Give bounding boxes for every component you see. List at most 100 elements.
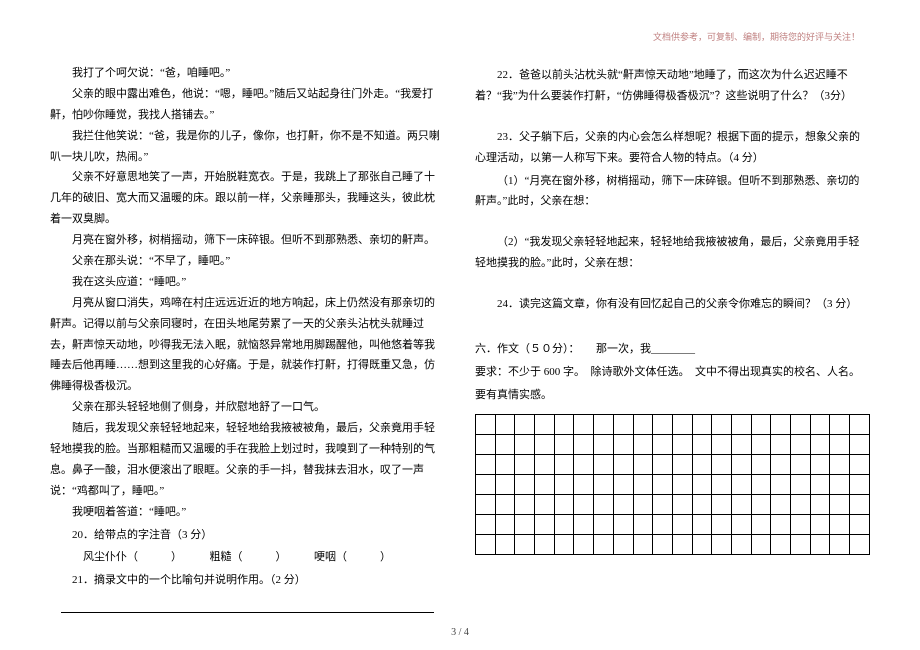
essay-cell [476,414,496,434]
essay-cell [731,474,751,494]
para-10: 随后，我发现父亲轻轻地起来，轻轻地给我掖被被角，最后，父亲竟用手轻轻地摸我的脸。… [50,418,445,502]
essay-requirement-2: 要有真情实感。 [475,385,870,406]
essay-cell [692,414,712,434]
essay-cell [574,474,594,494]
essay-grid [475,414,870,555]
essay-cell [535,454,555,474]
essay-cell [830,514,850,534]
essay-title: 六．作文（５０分）： 那一次，我________ [475,339,870,360]
essay-cell [594,474,614,494]
essay-cell [731,534,751,554]
essay-cell [672,454,692,474]
essay-cell [495,454,515,474]
essay-cell [830,414,850,434]
essay-cell [535,534,555,554]
essay-cell [810,514,830,534]
para-11: 我哽咽着答道：“睡吧。” [50,502,445,523]
essay-cell [613,434,633,454]
essay-cell [476,454,496,474]
essay-cell [731,494,751,514]
essay-cell [850,534,870,554]
essay-cell [613,414,633,434]
essay-cell [613,534,633,554]
essay-cell [791,454,811,474]
essay-cell [633,494,653,514]
q21-answer-line [61,599,434,613]
question-20: 20．给带点的字注音（3 分） [50,525,445,546]
para-1: 我打了个呵欠说：“爸，咱睡吧。” [50,63,445,84]
essay-cell [594,534,614,554]
essay-cell [653,494,673,514]
essay-cell [476,514,496,534]
essay-cell [574,434,594,454]
essay-cell [830,474,850,494]
essay-cell [731,434,751,454]
essay-cell [771,534,791,554]
essay-cell [850,474,870,494]
essay-cell [515,414,535,434]
essay-cell [810,534,830,554]
essay-cell [653,534,673,554]
essay-cell [751,534,771,554]
essay-cell [554,534,574,554]
page-number: 3 / 4 [0,627,920,638]
essay-cell [731,514,751,534]
essay-cell [535,434,555,454]
essay-cell [712,414,732,434]
essay-cell [810,454,830,474]
question-23-1: （1）“月亮在窗外移，树梢摇动，筛下一床碎银。但听不到那熟悉、亲切的鼾声。”此时… [475,171,870,213]
essay-cell [751,434,771,454]
essay-cell [672,514,692,534]
essay-cell [574,534,594,554]
question-21: 21．摘录文中的一个比喻句并说明作用。（2 分） [50,570,445,591]
essay-cell [692,454,712,474]
essay-cell [594,414,614,434]
essay-cell [515,454,535,474]
essay-cell [554,454,574,474]
essay-cell [535,414,555,434]
essay-cell [692,514,712,534]
essay-cell [653,434,673,454]
essay-cell [653,474,673,494]
essay-cell [751,514,771,534]
essay-cell [810,434,830,454]
essay-cell [594,494,614,514]
essay-cell [850,454,870,474]
essay-cell [535,474,555,494]
essay-cell [830,454,850,474]
essay-cell [495,474,515,494]
essay-cell [771,414,791,434]
essay-cell [633,454,653,474]
essay-cell [476,534,496,554]
essay-cell [495,494,515,514]
essay-cell [613,494,633,514]
essay-cell [653,514,673,534]
essay-cell [535,494,555,514]
essay-cell [791,534,811,554]
essay-cell [515,434,535,454]
essay-cell [712,474,732,494]
essay-cell [712,454,732,474]
essay-cell [476,434,496,454]
essay-cell [653,454,673,474]
essay-cell [554,514,574,534]
essay-cell [771,514,791,534]
para-4: 父亲不好意思地笑了一声，开始脱鞋宽衣。于是，我跳上了那张自己睡了十几年的破旧、宽… [50,167,445,230]
essay-cell [692,494,712,514]
header-note: 文档供参考，可复制、编制，期待您的好评与关注！ [50,30,870,43]
essay-cell [791,474,811,494]
essay-cell [515,474,535,494]
question-22: 22．爸爸以前头沾枕头就“鼾声惊天动地”地睡了，而这次为什么迟迟睡不着？“我”为… [475,65,870,107]
essay-cell [633,434,653,454]
essay-cell [495,434,515,454]
essay-requirement-1: 要求：不少于 600 字。 除诗歌外文体任选。 文中不得出现真实的校名、人名。 [475,362,870,383]
essay-cell [613,454,633,474]
essay-cell [791,414,811,434]
essay-cell [672,474,692,494]
essay-cell [515,534,535,554]
essay-cell [791,434,811,454]
essay-cell [712,514,732,534]
essay-cell [751,414,771,434]
essay-cell [594,454,614,474]
essay-cell [731,414,751,434]
